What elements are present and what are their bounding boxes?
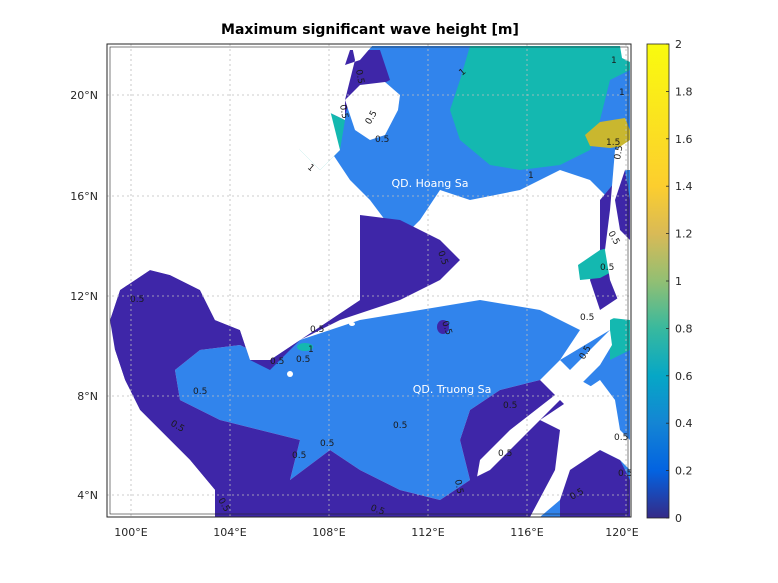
colorbar-tick-label: 1.2: [675, 228, 693, 241]
x-tick-label: 116°E: [510, 526, 543, 539]
contour-label: 0.5: [614, 433, 628, 443]
mindoro-land: [612, 300, 630, 320]
x-tick-label: 100°E: [114, 526, 147, 539]
sea-low-zone-gulf: [110, 270, 555, 517]
sea-low-zone-borneo-north: [560, 450, 630, 517]
sea-high-zone-spot: [297, 343, 313, 351]
contour-label: 0.5: [600, 263, 614, 273]
contour-label: 0.5: [130, 295, 144, 305]
contour-label: 0.5: [498, 449, 512, 459]
contour-label: 0.5: [439, 320, 453, 337]
x-tick-label: 104°E: [213, 526, 246, 539]
map-area: QD. Hoang Sa QD. Truong Sa 0.5 0.5 0.5 0…: [107, 44, 632, 517]
contour-labels: 0.5 0.5 0.5 0.5 1 1 1 1 1.5 1 0.5 0.5 0.…: [130, 56, 632, 517]
land-spot: [287, 371, 293, 377]
map-title: Maximum significant wave height [m]: [221, 22, 519, 38]
contour-label: 0.5: [503, 401, 517, 411]
philippines-land: [605, 140, 630, 300]
contour-label: 1: [611, 56, 617, 66]
colorbar-gradient: [646, 43, 670, 519]
contour-label: 0.5: [580, 313, 594, 323]
hainan-island: [345, 82, 400, 140]
malay-peninsula: [107, 340, 215, 517]
x-tick-label: 112°E: [411, 526, 444, 539]
sea-medium-zone-south: [175, 300, 580, 500]
x-axis: 100°E 104°E 108°E 112°E 116°E 120°E: [114, 526, 638, 539]
contour-label: 0.5: [452, 479, 464, 495]
contour-label: 0.5: [320, 439, 334, 449]
taiwan-land: [620, 46, 630, 62]
colorbar-tick-label: 1: [675, 275, 682, 288]
contour-label: 1.5: [606, 138, 620, 148]
contour-label: 0.5: [193, 387, 207, 397]
contour-label: 0.5: [393, 421, 407, 431]
contour-label: 1: [528, 171, 534, 181]
map-frame: [106, 43, 632, 518]
contour-label: 1: [308, 345, 314, 355]
sea-peak-zone-luzon-strait: [585, 118, 630, 148]
contour-label: 0.5: [270, 357, 284, 367]
contour-label: 1: [458, 67, 469, 78]
sea-high-zone-palawan: [610, 310, 630, 360]
y-tick-label: 16°N: [70, 190, 98, 203]
colorbar-tick-label: 0.6: [675, 370, 693, 383]
sea-low-zone-spot: [358, 494, 386, 510]
contour-label: 0.5: [435, 250, 449, 267]
contour-label: 0.5: [296, 355, 310, 365]
land-spot: [349, 322, 355, 326]
colorbar-tick-label: 2: [675, 38, 682, 51]
y-axis: 20°N 16°N 12°N 8°N 4°N: [70, 89, 98, 502]
contour-label: 1: [305, 163, 316, 174]
place-label-hoang-sa: QD. Hoang Sa: [391, 177, 468, 190]
contour-label: 0.5: [375, 135, 389, 145]
map-gridlines: [107, 44, 631, 517]
sea-low-zone-spot: [434, 248, 450, 268]
sea-low-zone-spot: [437, 320, 449, 334]
contour-label: 1: [619, 88, 625, 98]
colorbar-tick-label: 0: [675, 512, 682, 525]
colorbar-tick-label: 1.4: [675, 180, 693, 193]
contour-label: 0.5: [337, 104, 349, 120]
x-tick-label: 120°E: [605, 526, 638, 539]
colorbar-tick-label: 0.4: [675, 417, 693, 430]
colorbar-tick-label: 0.2: [675, 465, 693, 478]
colorbar-tick-label: 1.6: [675, 133, 693, 146]
y-tick-label: 12°N: [70, 290, 98, 303]
colorbar-tick-label: 0.8: [675, 322, 693, 335]
contour-label: 0.5: [618, 469, 632, 479]
contour-label: 0.5: [292, 451, 306, 461]
contour-label: 0.5: [613, 145, 625, 161]
contour-label: 0.5: [353, 69, 365, 85]
indochina-land: [107, 44, 360, 360]
x-tick-label: 108°E: [312, 526, 345, 539]
sea-high-zone-north-east: [450, 46, 630, 170]
sea-low-zone-vietnam-coast: [300, 215, 460, 340]
colorbar-tick-label: 1.8: [675, 85, 693, 98]
contour-label: 0.5: [310, 325, 324, 335]
place-label-truong-sa: QD. Truong Sa: [413, 383, 492, 396]
y-tick-label: 8°N: [77, 390, 98, 403]
y-tick-label: 4°N: [77, 489, 98, 502]
y-tick-label: 20°N: [70, 89, 98, 102]
palawan-land: [555, 330, 612, 395]
contour-label: 0.5: [369, 503, 386, 517]
colorbar: 2 1.8 1.6 1.4 1.2 1 0.8 0.6 0.4 0.2 0: [646, 38, 693, 525]
borneo-land: [530, 380, 630, 517]
